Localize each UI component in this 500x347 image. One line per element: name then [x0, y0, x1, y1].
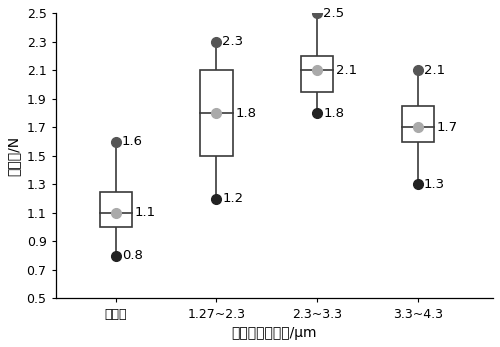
Text: 1.1: 1.1 [135, 206, 156, 219]
Text: 2.5: 2.5 [323, 7, 344, 20]
Text: 2.3: 2.3 [222, 35, 244, 49]
Bar [301, 56, 333, 92]
Text: 2.1: 2.1 [336, 64, 357, 77]
Text: 1.7: 1.7 [436, 121, 458, 134]
Text: 1.6: 1.6 [122, 135, 143, 148]
Bar [200, 70, 232, 156]
Text: 1.8: 1.8 [323, 107, 344, 120]
Text: 0.8: 0.8 [122, 249, 143, 262]
X-axis label: 电镀底层镈厂度/μm: 电镀底层镈厂度/μm [232, 326, 317, 340]
Y-axis label: 拔出力/N: 拔出力/N [7, 136, 21, 176]
Text: 1.3: 1.3 [424, 178, 445, 191]
Text: 1.2: 1.2 [222, 192, 244, 205]
Text: 2.1: 2.1 [424, 64, 445, 77]
Bar [100, 192, 132, 227]
Text: 1.8: 1.8 [236, 107, 256, 120]
Bar [402, 106, 434, 142]
